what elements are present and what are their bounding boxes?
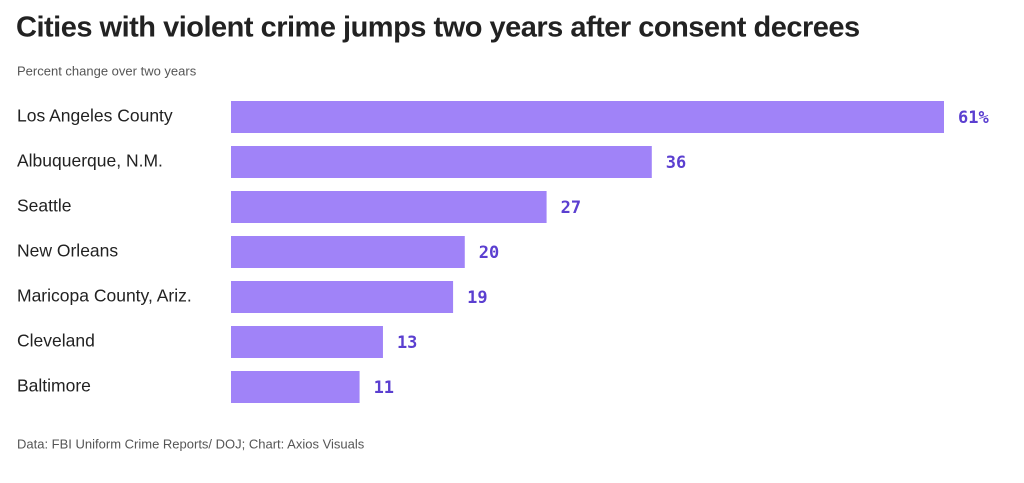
bar [231,191,547,223]
bar [231,371,360,403]
category-label: Cleveland [17,331,95,351]
value-label: 27 [561,198,581,218]
value-label: 36 [666,153,686,173]
chart-title: Cities with violent crime jumps two year… [16,12,860,44]
chart-subtitle: Percent change over two years [17,63,197,78]
value-label: 20 [479,243,499,263]
category-label: Los Angeles County [17,106,173,126]
bar [231,281,454,313]
value-label: 11 [374,378,394,398]
value-label: 61% [958,108,989,128]
category-label: New Orleans [17,241,118,261]
bar [231,236,465,268]
category-label: Albuquerque, N.M. [17,151,163,171]
value-label: 13 [397,333,417,353]
source-note: Data: FBI Uniform Crime Reports/ DOJ; Ch… [17,436,365,451]
category-label: Seattle [17,196,71,216]
bar [231,101,944,133]
bar [231,146,652,178]
category-label: Maricopa County, Ariz. [17,286,192,306]
value-label: 19 [467,288,487,308]
bar [231,326,383,358]
category-label: Baltimore [17,376,91,396]
